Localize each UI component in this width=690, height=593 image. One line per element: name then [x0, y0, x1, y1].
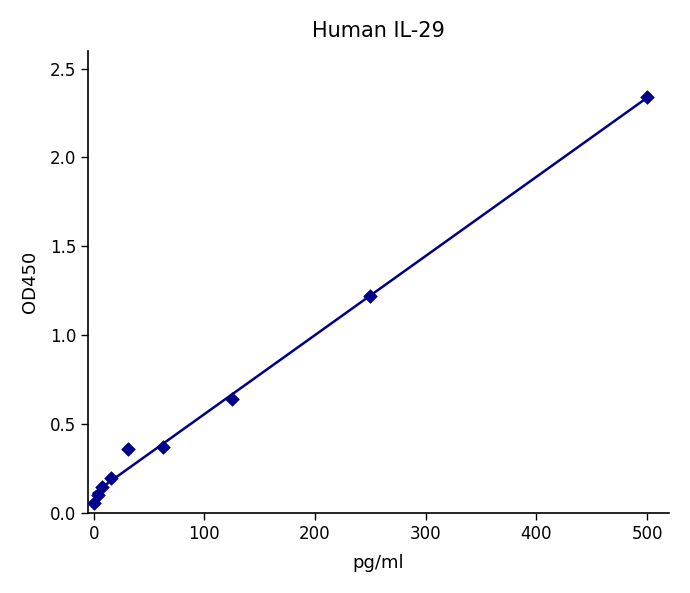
Point — [97, 482, 108, 492]
Point — [123, 445, 134, 454]
Point — [106, 473, 117, 483]
Point — [92, 491, 104, 500]
Point — [642, 93, 653, 102]
Title: Human IL-29: Human IL-29 — [312, 21, 445, 41]
Point — [157, 443, 168, 452]
Point — [226, 395, 237, 404]
Point — [365, 292, 376, 301]
Y-axis label: OD450: OD450 — [21, 251, 39, 313]
X-axis label: pg/ml: pg/ml — [353, 554, 404, 572]
Point — [88, 498, 99, 508]
